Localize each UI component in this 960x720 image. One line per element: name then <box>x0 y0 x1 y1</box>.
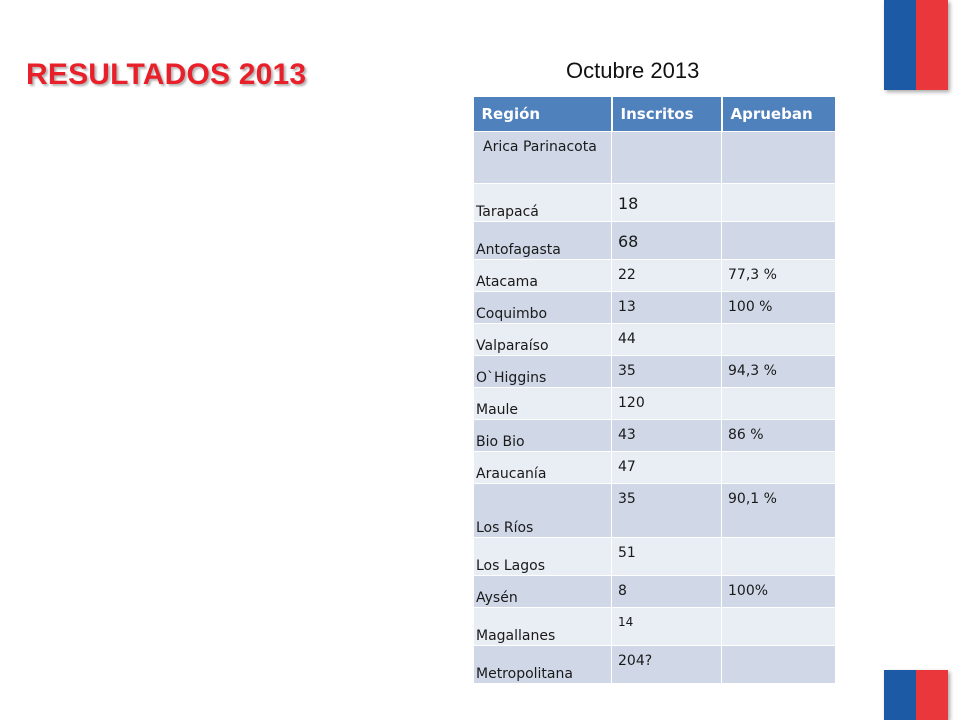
flag-red-stripe <box>916 670 948 720</box>
aprueban-cell <box>721 323 836 356</box>
chile-flag-logo-bottom <box>884 670 948 720</box>
aprueban-cell: 77,3 % <box>721 259 836 292</box>
header-inscritos: Inscritos <box>611 97 723 132</box>
table-row: O`Higgins 35 94,3 % <box>473 355 836 388</box>
region-cell: Valparaíso <box>473 323 612 356</box>
region-cell: Aysén <box>473 575 612 608</box>
table-row: Magallanes 14 <box>473 607 836 646</box>
aprueban-cell <box>721 221 836 260</box>
table-row: Araucanía 47 <box>473 451 836 484</box>
inscritos-cell: 22 <box>611 259 722 292</box>
table-row: Coquimbo 13 100 % <box>473 291 836 324</box>
table-row: Maule 120 <box>473 387 836 420</box>
region-cell: Atacama <box>473 259 612 292</box>
inscritos-cell: 204? <box>611 645 722 684</box>
inscritos-cell: 120 <box>611 387 722 420</box>
aprueban-cell <box>721 537 836 576</box>
aprueban-cell: 100 % <box>721 291 836 324</box>
header-region: Región <box>473 97 613 132</box>
inscritos-cell: 43 <box>611 419 722 452</box>
table-row: Los Ríos 35 90,1 % <box>473 483 836 538</box>
aprueban-cell <box>721 451 836 484</box>
table-row: Aysén 8 100% <box>473 575 836 608</box>
region-cell: Tarapacá <box>473 183 612 222</box>
region-cell: Maule <box>473 387 612 420</box>
inscritos-cell: 35 <box>611 483 722 538</box>
results-table: Región Inscritos Aprueban Arica Parinaco… <box>473 97 837 684</box>
inscritos-cell: 14 <box>611 607 722 646</box>
flag-red-stripe <box>916 0 948 90</box>
inscritos-cell: 68 <box>611 221 722 260</box>
region-cell: Magallanes <box>473 607 612 646</box>
table-row: Bio Bio 43 86 % <box>473 419 836 452</box>
table-row: Atacama 22 77,3 % <box>473 259 836 292</box>
aprueban-cell: 90,1 % <box>721 483 836 538</box>
region-cell: Metropolitana <box>473 645 612 684</box>
header-aprueban: Aprueban <box>721 97 837 132</box>
inscritos-cell: 35 <box>611 355 722 388</box>
table-row: Valparaíso 44 <box>473 323 836 356</box>
inscritos-cell: 18 <box>611 183 722 222</box>
table-row: Metropolitana 204? <box>473 645 836 684</box>
inscritos-cell: 13 <box>611 291 722 324</box>
aprueban-cell <box>721 645 836 684</box>
table-row: Arica Parinacota <box>473 131 836 184</box>
aprueban-cell: 86 % <box>721 419 836 452</box>
flag-blue-stripe <box>884 670 916 720</box>
inscritos-cell: 8 <box>611 575 722 608</box>
table-row: Tarapacá 18 <box>473 183 836 222</box>
inscritos-cell: 44 <box>611 323 722 356</box>
region-cell: Antofagasta <box>473 221 612 260</box>
table-row: Antofagasta 68 <box>473 221 836 260</box>
region-cell: Coquimbo <box>473 291 612 324</box>
slide-title: RESULTADOS 2013 <box>26 58 307 91</box>
region-cell: Araucanía <box>473 451 612 484</box>
region-cell: Bio Bio <box>473 419 612 452</box>
inscritos-cell <box>611 131 722 184</box>
aprueban-cell <box>721 131 836 184</box>
table-row: Los Lagos 51 <box>473 537 836 576</box>
flag-blue-stripe <box>884 0 916 90</box>
region-cell: Arica Parinacota <box>473 131 612 184</box>
chile-flag-logo-top <box>884 0 948 90</box>
aprueban-cell <box>721 387 836 420</box>
region-cell: O`Higgins <box>473 355 612 388</box>
aprueban-cell: 94,3 % <box>721 355 836 388</box>
aprueban-cell: 100% <box>721 575 836 608</box>
region-cell: Los Lagos <box>473 537 612 576</box>
table-header-row: Región Inscritos Aprueban <box>473 97 837 132</box>
table-caption: Octubre 2013 <box>566 58 700 83</box>
inscritos-cell: 47 <box>611 451 722 484</box>
region-cell: Los Ríos <box>473 483 612 538</box>
aprueban-cell <box>721 183 836 222</box>
inscritos-cell: 51 <box>611 537 722 576</box>
aprueban-cell <box>721 607 836 646</box>
